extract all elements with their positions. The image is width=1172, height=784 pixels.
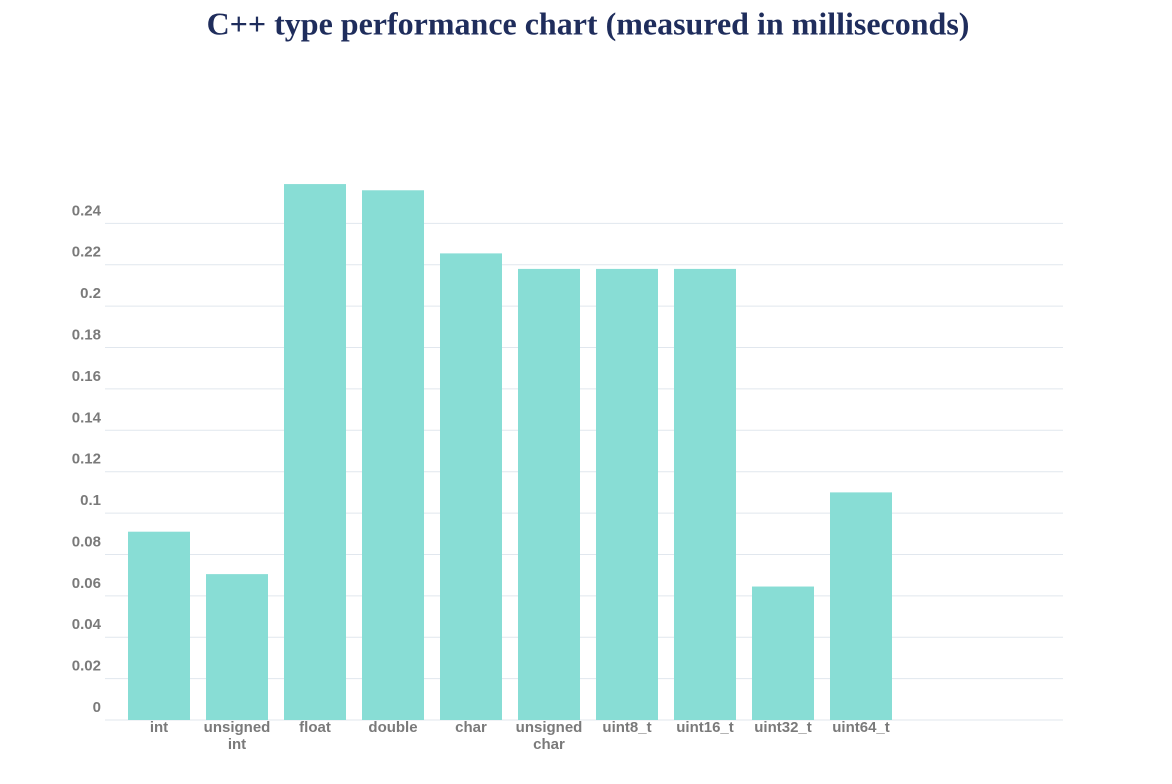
y-tick-label: 0.14 — [72, 409, 102, 426]
y-tick-label: 0.1 — [80, 492, 101, 509]
bar — [518, 268, 580, 720]
bar — [440, 253, 502, 720]
y-tick-label: 0.02 — [72, 658, 101, 675]
y-tick-label: 0.06 — [72, 575, 101, 592]
y-tick-label: 0.16 — [72, 368, 101, 385]
y-tick-label: 0.12 — [72, 451, 101, 468]
bar — [206, 574, 268, 720]
y-tick-label: 0.18 — [72, 327, 101, 344]
bar — [362, 190, 424, 720]
chart-title: C++ type performance chart (measured in … — [207, 5, 970, 41]
bar — [830, 492, 892, 720]
x-tick-label: uint32_t — [754, 719, 812, 736]
bar — [284, 184, 346, 721]
y-tick-label: 0.22 — [72, 244, 101, 261]
y-tick-label: 0.24 — [72, 202, 102, 219]
x-tick-label: char — [455, 719, 487, 736]
x-tick-label: int — [149, 719, 169, 736]
bar — [674, 268, 736, 720]
y-tick-label: 0 — [93, 699, 101, 716]
x-tick-label: uint16_t — [676, 719, 734, 736]
x-tick-label: uint64_t — [832, 719, 890, 736]
bar — [128, 531, 190, 720]
y-tick-label: 0.2 — [80, 285, 101, 302]
bar — [596, 268, 658, 720]
x-tick-label: unsigned char — [515, 719, 583, 753]
x-tick-label: float — [299, 719, 331, 736]
y-tick-label: 0.04 — [72, 616, 102, 633]
bar — [752, 586, 814, 720]
x-tick-label: uint8_t — [602, 719, 652, 736]
y-tick-label: 0.08 — [72, 533, 101, 550]
x-tick-label: double — [368, 719, 418, 736]
x-tick-label: unsigned int — [203, 719, 271, 753]
